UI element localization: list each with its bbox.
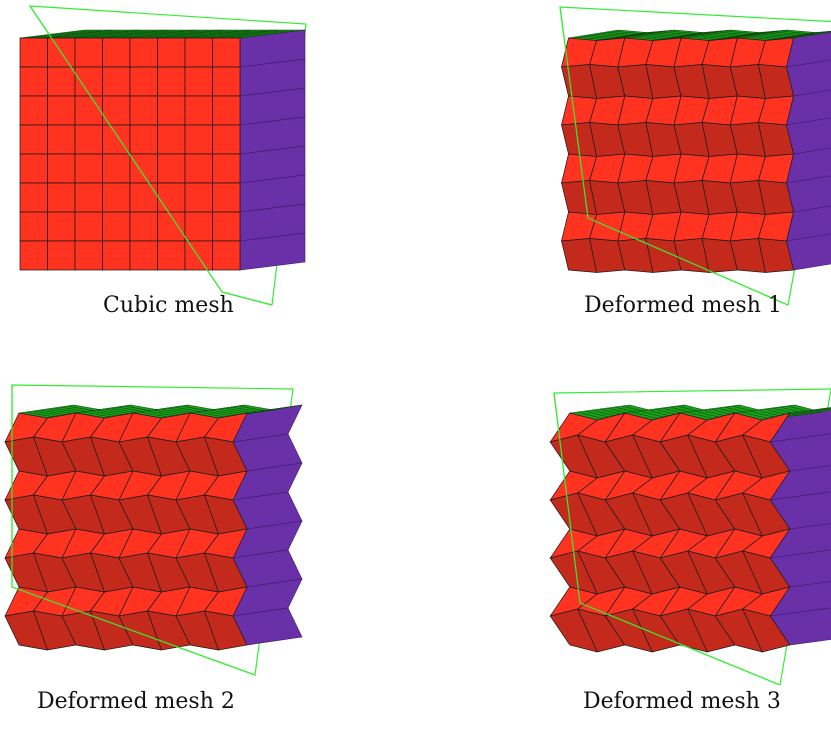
top-face <box>19 29 306 39</box>
front-cell <box>19 124 48 155</box>
front-cell <box>742 608 791 653</box>
front-cell <box>157 66 186 97</box>
front-cell <box>102 37 131 68</box>
front-cell <box>157 37 186 68</box>
front-cell <box>102 182 131 213</box>
front-cell <box>129 66 158 97</box>
caption-cubic-mesh: Cubic mesh <box>103 293 234 318</box>
front-cell <box>129 153 158 184</box>
front-cell <box>102 66 131 97</box>
front-cell <box>184 211 213 242</box>
front-cell <box>19 66 48 97</box>
deformed-mesh-1-diagram <box>559 6 831 306</box>
deformed-mesh-2-diagram <box>4 384 303 676</box>
front-face <box>561 37 794 273</box>
front-cell <box>157 153 186 184</box>
front-cell <box>129 95 158 126</box>
front-cell <box>19 182 48 213</box>
front-cell <box>102 153 131 184</box>
panel-deformed-mesh-1: Deformed mesh 1 <box>540 0 831 360</box>
front-cell <box>19 95 48 126</box>
front-cell <box>19 240 48 271</box>
panel-deformed-mesh-3: Deformed mesh 3 <box>540 375 831 729</box>
front-face <box>4 412 248 651</box>
front-cell <box>212 240 241 271</box>
front-cell <box>19 37 48 68</box>
top-cell <box>809 30 831 34</box>
front-cell <box>74 66 103 97</box>
front-cell <box>212 124 241 155</box>
caption-deformed-mesh-3: Deformed mesh 3 <box>583 689 781 714</box>
front-cell <box>47 240 76 271</box>
front-cell <box>74 95 103 126</box>
front-cell <box>157 95 186 126</box>
front-face <box>549 412 791 653</box>
front-cell <box>47 153 76 184</box>
top-cell <box>814 408 831 414</box>
front-cell <box>184 182 213 213</box>
front-cell <box>47 182 76 213</box>
side-face <box>239 29 306 271</box>
bounding-box-front <box>553 392 781 685</box>
front-cell <box>157 124 186 155</box>
cubic-mesh-diagram <box>19 5 307 306</box>
front-cell <box>47 211 76 242</box>
front-cell <box>757 238 794 273</box>
front-cell <box>184 66 213 97</box>
front-cell <box>129 211 158 242</box>
top-cell <box>269 29 306 32</box>
front-cell <box>47 66 76 97</box>
bounding-box-front <box>29 5 273 306</box>
front-cell <box>74 182 103 213</box>
front-cell <box>102 240 131 271</box>
front-cell <box>47 124 76 155</box>
front-cell <box>212 182 241 213</box>
front-cell <box>212 66 241 97</box>
top-cell <box>799 407 831 416</box>
caption-deformed-mesh-1: Deformed mesh 1 <box>584 293 782 318</box>
top-face <box>568 29 831 41</box>
front-cell <box>184 37 213 68</box>
front-cell <box>212 95 241 126</box>
front-cell <box>129 37 158 68</box>
front-cell <box>184 153 213 184</box>
front-cell <box>47 95 76 126</box>
front-cell <box>74 153 103 184</box>
deformed-mesh-3-diagram <box>549 388 831 685</box>
caption-deformed-mesh-2: Deformed mesh 2 <box>37 689 235 714</box>
panel-cubic-mesh: Cubic mesh <box>0 0 331 360</box>
front-cell <box>129 240 158 271</box>
front-cell <box>184 240 213 271</box>
top-cell <box>807 407 831 415</box>
front-cell <box>74 240 103 271</box>
front-cell <box>74 211 103 242</box>
front-cell <box>102 211 131 242</box>
front-cell <box>212 37 241 68</box>
front-cell <box>203 610 248 651</box>
front-cell <box>129 182 158 213</box>
side-face <box>769 407 831 646</box>
front-cell <box>129 124 158 155</box>
bounding-box-front <box>11 385 256 676</box>
front-cell <box>157 182 186 213</box>
front-cell <box>74 37 103 68</box>
bounding-box-front <box>559 6 789 306</box>
front-cell <box>157 240 186 271</box>
panel-deformed-mesh-2: Deformed mesh 2 <box>0 375 331 729</box>
top-cell <box>266 404 303 412</box>
front-cell <box>212 153 241 184</box>
front-cell <box>212 211 241 242</box>
front-cell <box>184 124 213 155</box>
front-cell <box>74 124 103 155</box>
front-cell <box>19 153 48 184</box>
front-cell <box>184 95 213 126</box>
front-cell <box>19 211 48 242</box>
side-face <box>786 31 831 271</box>
front-face <box>19 37 241 271</box>
